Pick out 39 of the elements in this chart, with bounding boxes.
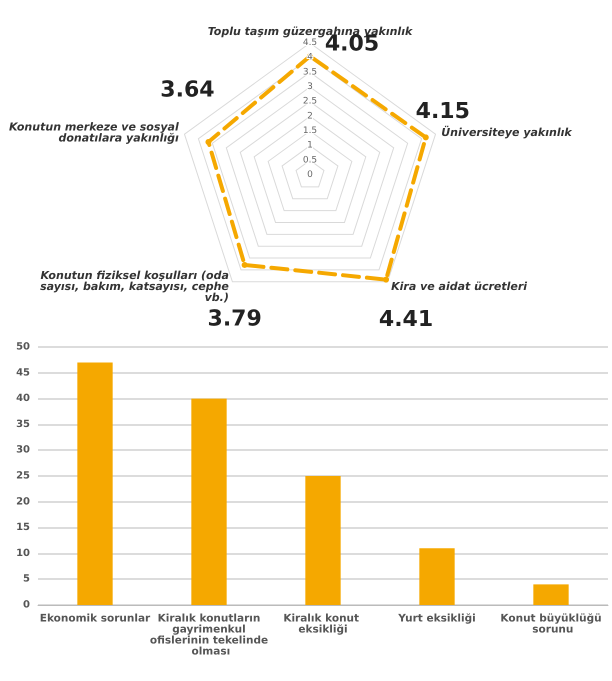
data-label: 3.79	[208, 306, 262, 332]
y-tick-label: 10	[16, 548, 30, 559]
y-tick-label: 5	[23, 574, 30, 585]
x-tick-label: Ekonomik sorunlar	[40, 612, 152, 624]
y-tick-label: 50	[16, 342, 30, 352]
bar	[191, 398, 227, 605]
x-tick-label: Kiralık konutların gayrimenkul ofislerinin tekelinde olması	[150, 612, 268, 658]
y-tick-label: 45	[16, 367, 30, 378]
y-tick-label: 3.5	[302, 67, 318, 78]
y-tick-label: 15	[16, 522, 30, 534]
y-tick-label: 20	[16, 496, 30, 508]
y-tick-label: 4	[307, 52, 314, 63]
spoke-label: Konutun merkeze ve sosyal donatılara yakınlığı	[8, 120, 179, 144]
y-tick-label: 1	[307, 140, 313, 151]
x-tick-label: Konut büyüklüğü sorunu	[500, 612, 602, 636]
bar	[305, 476, 341, 605]
spoke-label: Kira ve aidat ücretleri	[391, 280, 528, 294]
y-tick-label: 40	[16, 393, 30, 404]
bar	[533, 584, 569, 605]
data-label: 4.41	[378, 307, 434, 332]
spoke-label: Üniversiteye yakınlık	[441, 124, 572, 139]
y-tick-label: 35	[16, 418, 30, 430]
spoke-label: Konutun fiziksel koşulları (oda sayısı, bakım, katsayısı, cephe vb.)	[40, 269, 230, 304]
bar	[77, 362, 113, 605]
data-label: 4.15	[416, 98, 470, 124]
x-tick-label: Kiralık konut eksikliği	[283, 612, 363, 636]
y-tick-label: 0	[23, 600, 30, 610]
y-tick-label: 30	[16, 444, 30, 456]
data-label: 3.64	[160, 78, 215, 103]
y-tick-label: 3	[307, 82, 313, 92]
x-tick-label: Yurt eksikliği	[397, 612, 476, 624]
y-tick-label: 0.5	[302, 155, 318, 166]
y-tick-label: 0	[307, 170, 314, 180]
y-tick-label: 2	[307, 111, 313, 122]
y-tick-label: 2.5	[302, 96, 318, 107]
y-tick-label: 1.5	[302, 126, 318, 136]
y-tick-label: 25	[16, 470, 30, 482]
bar	[419, 548, 455, 605]
y-tick-label: 4.5	[302, 38, 318, 48]
